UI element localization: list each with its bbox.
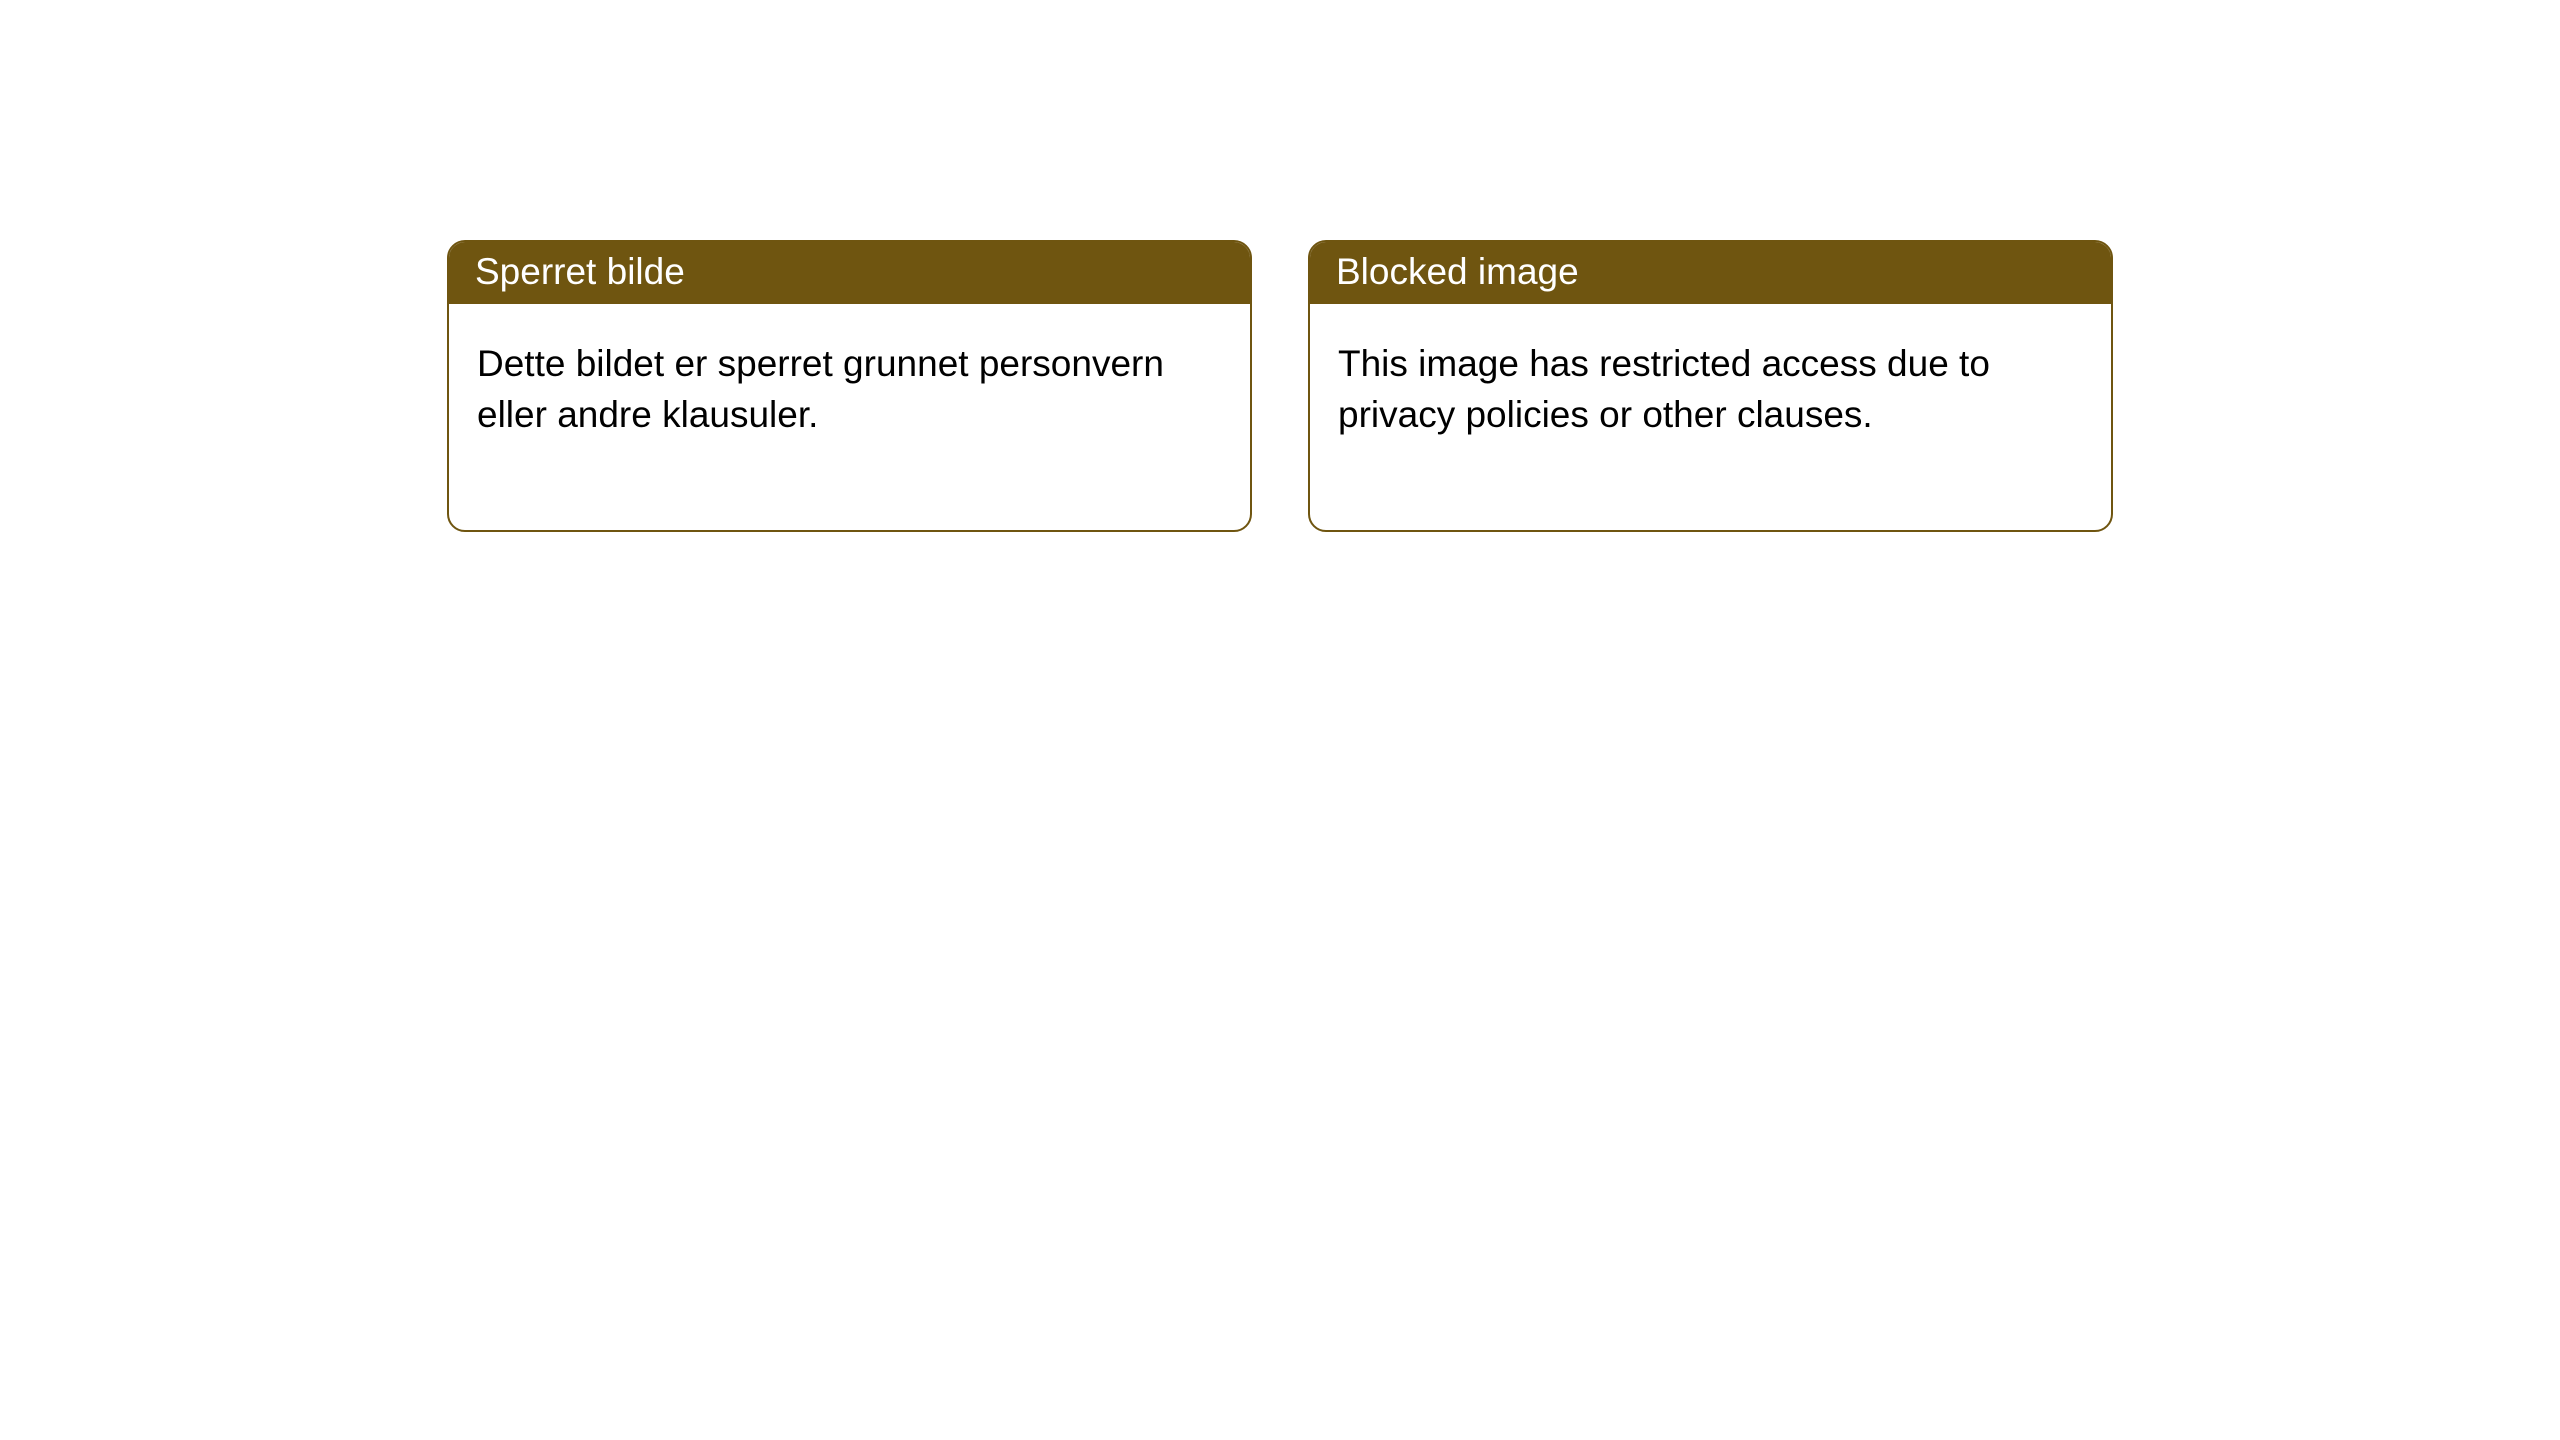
notice-container: Sperret bilde Dette bildet er sperret gr…	[0, 0, 2560, 532]
notice-header: Sperret bilde	[449, 242, 1250, 304]
notice-body: This image has restricted access due to …	[1310, 304, 2111, 530]
notice-card-english: Blocked image This image has restricted …	[1308, 240, 2113, 532]
notice-card-norwegian: Sperret bilde Dette bildet er sperret gr…	[447, 240, 1252, 532]
notice-body: Dette bildet er sperret grunnet personve…	[449, 304, 1250, 530]
notice-header: Blocked image	[1310, 242, 2111, 304]
